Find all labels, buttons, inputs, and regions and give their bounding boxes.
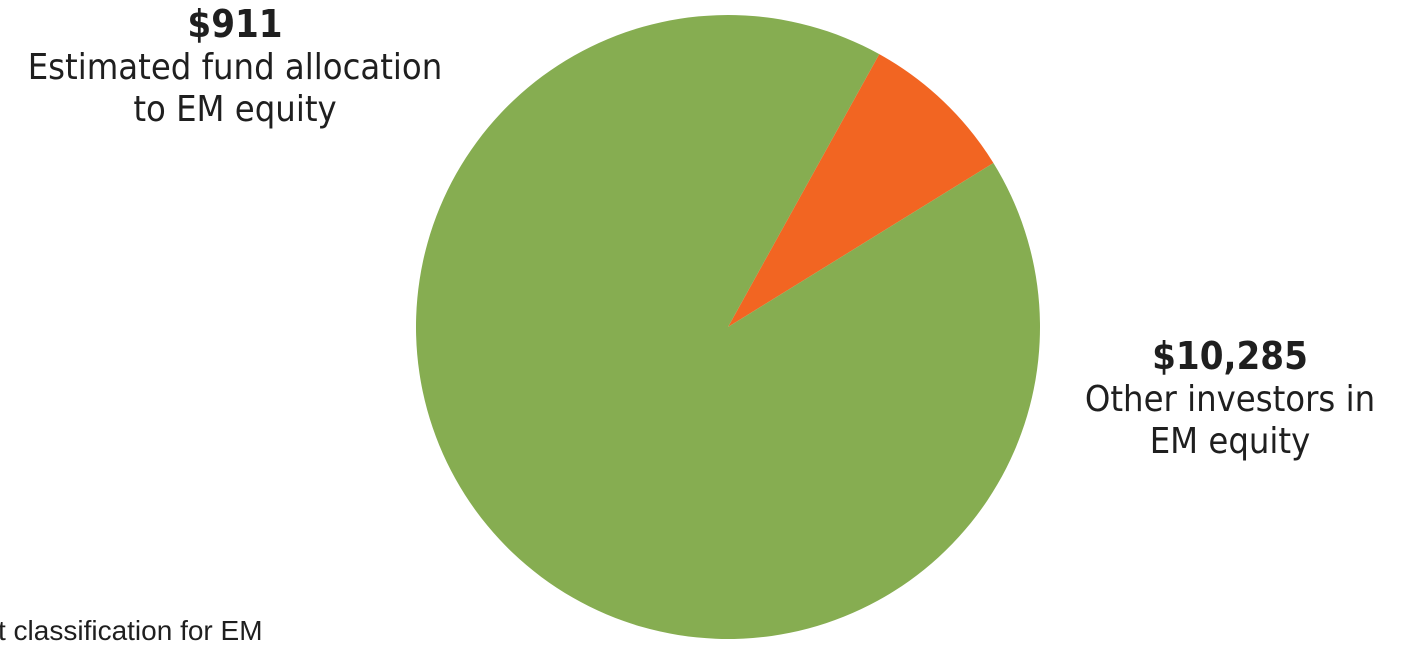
slice-value-fund-allocation: $911 <box>187 2 283 46</box>
slice-label-other-investors: $10,285 Other investors in EM equity <box>1055 334 1405 464</box>
slice-label-fund-allocation: $911 Estimated fund allocation to EM equ… <box>5 2 465 132</box>
pie-slice-other-investors <box>415 14 1041 639</box>
pie-slice-fund-allocation <box>728 54 994 327</box>
slice-label-line: Other investors in <box>1084 378 1376 420</box>
slice-value-other-investors: $10,285 <box>1152 334 1308 378</box>
footnote: t classification for EM <box>0 615 263 646</box>
slice-label-line: EM equity <box>1149 421 1311 463</box>
slice-label-line: to EM equity <box>133 89 337 131</box>
slice-label-line: Estimated fund allocation <box>27 46 443 88</box>
